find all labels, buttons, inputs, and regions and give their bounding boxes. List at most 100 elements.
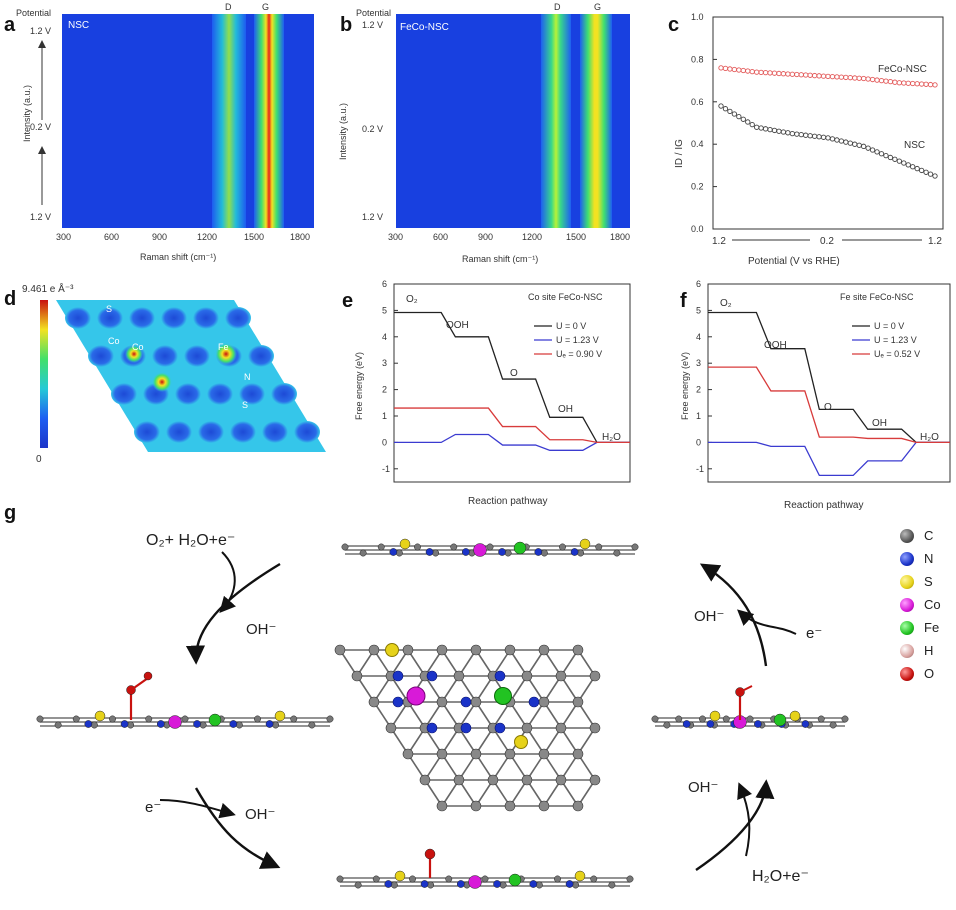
- sulfur-atom: [579, 538, 591, 550]
- feco-point: [847, 75, 853, 81]
- x-tick-c-2: 1.2: [928, 236, 942, 247]
- energy-ytick-label: 0: [382, 437, 387, 447]
- nsc-point: [722, 106, 729, 112]
- legend-item-fe: Fe: [900, 616, 941, 639]
- legend-f-0: U = 0 V: [874, 321, 904, 331]
- iron-atom: [208, 713, 222, 727]
- carbon-atom: [626, 875, 634, 883]
- carbon-atom: [427, 881, 435, 889]
- feco-point: [762, 70, 769, 76]
- nsc-point: [883, 152, 889, 159]
- e-label-top-right: e⁻: [806, 625, 823, 642]
- atom-h-icon: [900, 643, 914, 658]
- iron-atom: [508, 873, 522, 887]
- carbon-atom: [359, 549, 367, 557]
- oh-bond: [130, 677, 149, 691]
- carbon-atom: [746, 715, 754, 723]
- legend-item-o: O: [900, 662, 941, 685]
- carbon-atom: [308, 721, 316, 729]
- nitrogen-atom: [754, 720, 762, 728]
- lattice-carbon: [555, 670, 567, 682]
- lattice-carbon: [453, 670, 465, 682]
- feco-point: [878, 77, 885, 84]
- lattice-carbon: [453, 774, 465, 786]
- arrow-oh-bottom-right: [737, 782, 752, 857]
- raman-heatmap-a: NSC: [62, 14, 314, 228]
- oh-label-bottom-left: OH⁻: [245, 806, 276, 823]
- sulfur-atom: [789, 710, 801, 722]
- y-tick-a-bottom: 1.2 V: [30, 212, 52, 222]
- lattice-carbon: [572, 748, 584, 760]
- atom-s-icon: [900, 574, 914, 589]
- energy-series-2: [708, 366, 950, 444]
- nsc-point: [811, 133, 818, 139]
- density-hole: [161, 307, 187, 329]
- lattice-carbon: [538, 748, 550, 760]
- density-hole: [239, 383, 265, 405]
- energy-ytick-label: 2: [696, 385, 701, 395]
- feco-point: [834, 74, 840, 80]
- feco-point: [816, 73, 822, 79]
- lattice-carbon: [521, 774, 533, 786]
- species-f-o2: O₂: [720, 298, 732, 309]
- carbon-atom: [499, 881, 507, 889]
- nsc-point: [816, 134, 822, 140]
- nsc-point: [892, 156, 898, 162]
- reaction-cycle: [36, 538, 849, 889]
- feco-point: [874, 77, 880, 83]
- lattice-nitrogen: [494, 670, 506, 682]
- feco-point: [843, 74, 849, 81]
- feco-point: [718, 65, 724, 71]
- nitrogen-atom: [84, 720, 93, 728]
- x-tick-b-4: 1500: [566, 232, 587, 242]
- c-ytick-label: 1.0: [691, 12, 704, 22]
- legend-label-co: Co: [924, 597, 941, 612]
- x-tick-b-3: 1200: [522, 232, 543, 242]
- carbon-atom: [54, 721, 62, 729]
- x-tick-c-1: 0.2: [820, 236, 834, 247]
- carbon-atom: [326, 715, 334, 723]
- density-hole: [166, 421, 192, 443]
- cobalt-atom: [168, 715, 182, 729]
- nsc-point: [838, 138, 845, 144]
- lattice-carbon: [436, 800, 448, 812]
- species-e-ooh: OOH: [446, 320, 469, 331]
- energy-ytick-label: 4: [382, 332, 387, 342]
- xlabel-b: Raman shift (cm⁻¹): [462, 254, 539, 264]
- density-hole: [129, 307, 155, 329]
- x-tick-b-1: 600: [433, 232, 449, 242]
- x-tick-b-5: 1800: [610, 232, 631, 242]
- arrow-oh-left: [219, 551, 236, 613]
- energy-series-0: [394, 311, 630, 444]
- feco-point: [905, 80, 911, 86]
- lattice-carbon: [504, 644, 516, 656]
- lattice-carbon: [521, 670, 533, 682]
- legend-label-n: N: [924, 551, 934, 566]
- peak-label-a-g: G: [262, 2, 270, 12]
- panel-label-b: b: [340, 14, 353, 36]
- nsc-point: [847, 140, 853, 146]
- feco-point: [771, 70, 778, 76]
- carbon-atom: [109, 715, 116, 723]
- species-f-h2o: H₂O: [920, 432, 939, 443]
- energy-series-2: [394, 407, 630, 444]
- species-f-ooh: OOH: [764, 340, 787, 351]
- carbon-atom: [817, 715, 825, 723]
- nitrogen-atom: [120, 720, 129, 728]
- lattice-carbon: [538, 696, 550, 708]
- lattice-carbon: [470, 696, 482, 708]
- sulfur-atom: [709, 710, 721, 722]
- nsc-point: [740, 116, 746, 122]
- sulfur-atom: [94, 710, 106, 722]
- carbon-atom: [595, 543, 603, 551]
- carbon-atom: [829, 721, 837, 729]
- lattice-carbon: [436, 696, 448, 708]
- carbon-atom: [651, 715, 659, 723]
- lattice-nitrogen: [392, 670, 404, 682]
- carbon-atom: [450, 543, 458, 551]
- energy-ytick-label: 6: [382, 280, 387, 289]
- carbon-atom: [372, 875, 380, 883]
- panel-label-e: e: [342, 290, 354, 312]
- energy-ytick-label: 1: [696, 411, 701, 421]
- nsc-point: [923, 169, 929, 175]
